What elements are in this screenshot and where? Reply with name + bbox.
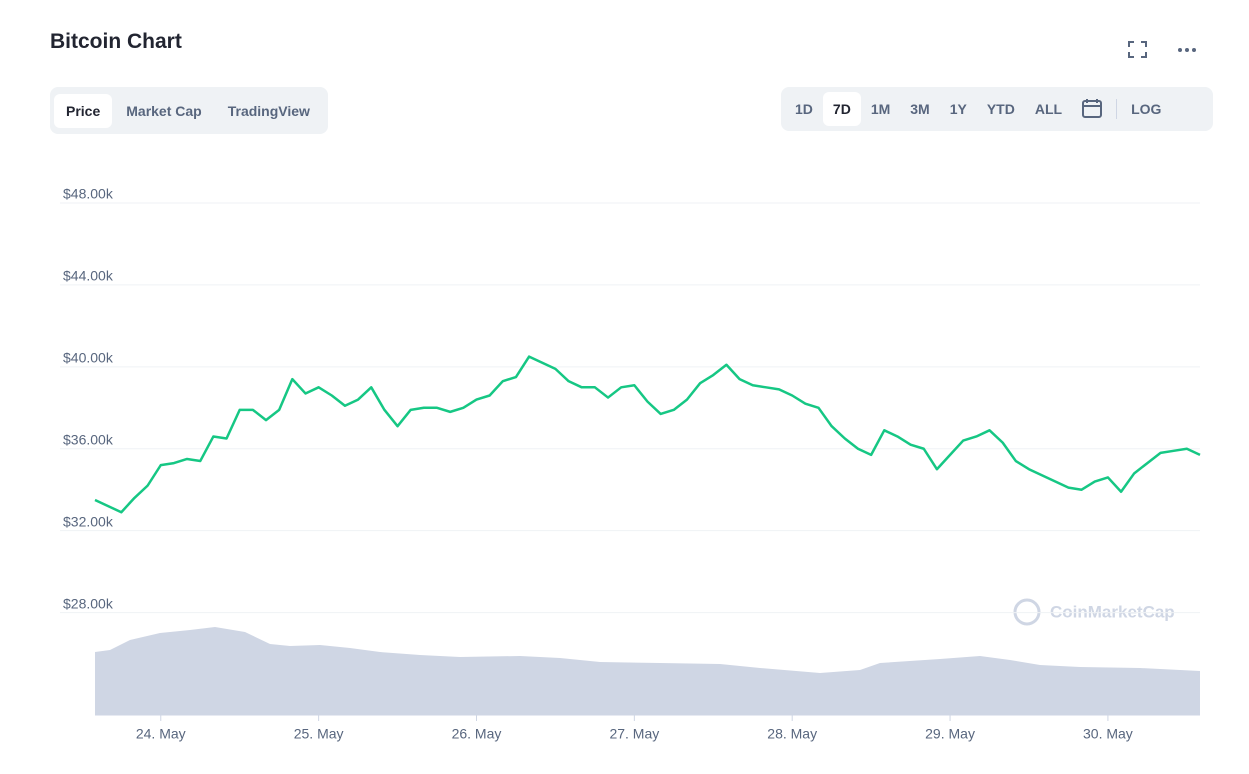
x-tick-label: 26. May [452, 726, 502, 742]
x-tick-label: 29. May [925, 726, 975, 742]
range-button[interactable]: 1Y [949, 101, 967, 117]
range-button[interactable]: 1D [795, 101, 813, 117]
range-button[interactable]: ALL [1034, 101, 1063, 117]
range-button[interactable]: YTD [986, 101, 1015, 117]
y-tick-label: $32.00k [63, 513, 114, 529]
range-button[interactable]: 7D [822, 92, 861, 126]
fullscreen-icon[interactable] [1128, 41, 1147, 58]
tab[interactable]: TradingView [227, 102, 310, 119]
range-button[interactable]: 3M [910, 101, 930, 117]
x-tick-label: 30. May [1083, 726, 1133, 742]
tab[interactable]: Price [54, 93, 113, 128]
x-tick-label: 24. May [136, 726, 186, 742]
volume-area [95, 627, 1200, 715]
tab[interactable]: Market Cap [126, 102, 202, 119]
y-tick-label: $40.00k [63, 350, 114, 366]
log-button[interactable]: LOG [1131, 101, 1162, 117]
price-line [94, 355, 1201, 514]
chart-title: Bitcoin Chart [50, 30, 182, 53]
x-tick-label: 28. May [767, 726, 817, 742]
y-tick-label: $48.00k [63, 186, 114, 202]
separator [1116, 99, 1118, 119]
y-tick-label: $36.00k [63, 431, 114, 447]
watermark: CoinMarketCap [1013, 598, 1175, 626]
y-tick-label: $44.00k [63, 268, 114, 284]
x-tick-label: 25. May [294, 726, 344, 742]
range-button[interactable]: 1M [870, 101, 891, 117]
watermark-text: CoinMarketCap [1050, 602, 1175, 621]
range-bar: 1D 7D 1M 3M 1Y YTD ALL LOG [781, 87, 1213, 131]
y-tick-label: $28.00k [63, 595, 114, 611]
tab-bar: Price Market Cap TradingView [50, 87, 328, 134]
x-tick-label: 27. May [609, 726, 659, 742]
calendar-button[interactable] [1072, 97, 1112, 121]
more-icon[interactable] [1178, 48, 1196, 52]
